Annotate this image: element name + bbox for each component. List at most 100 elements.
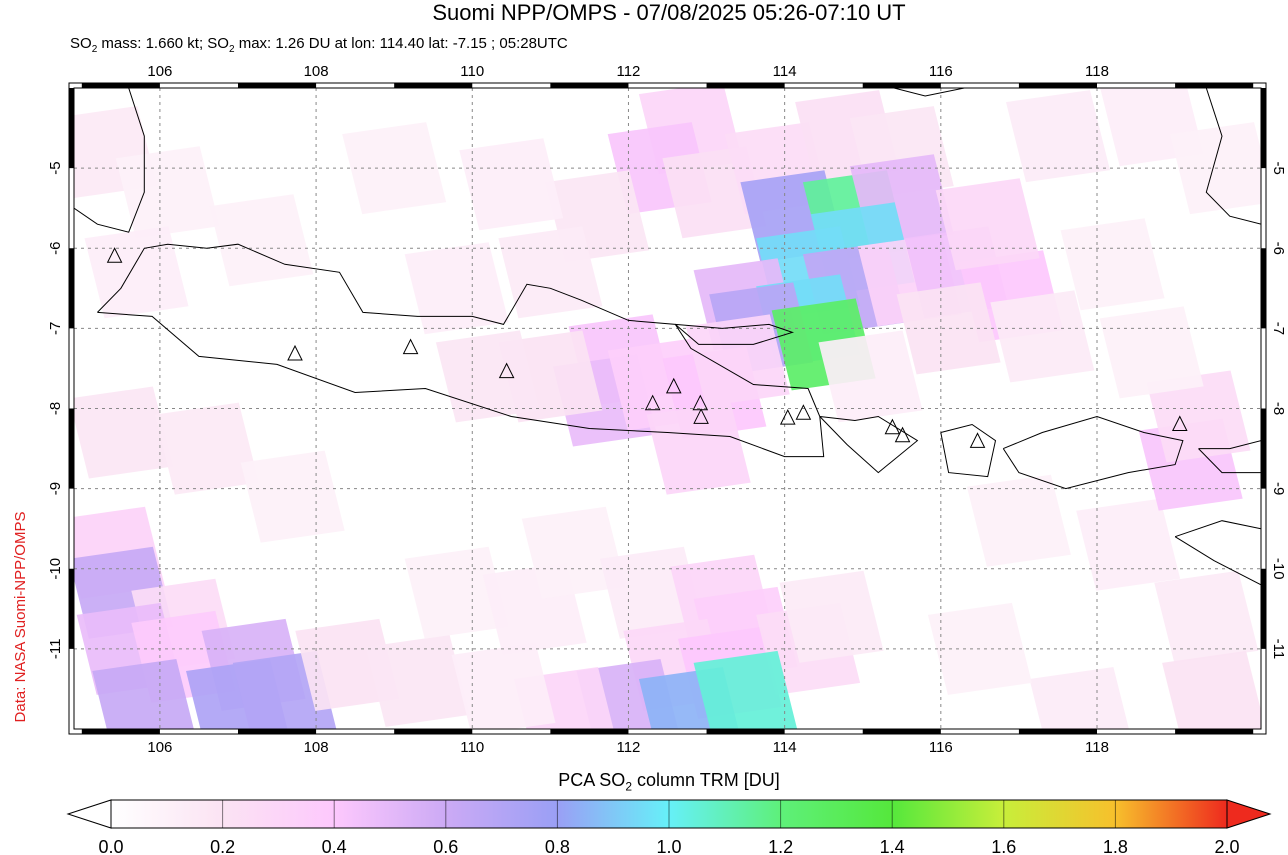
lat-tick-label-left: -11: [47, 639, 64, 660]
frame-segment: [1175, 83, 1254, 88]
so2-pixel: [154, 402, 259, 495]
so2-pixel: [685, 314, 790, 407]
frame-segment: [1175, 729, 1254, 734]
lat-tick-label-right: -7: [1270, 322, 1287, 335]
colorbar-under-arrow: [66, 799, 112, 829]
colorbar-title-post: column TRM [DU]: [632, 770, 780, 790]
frame-segment: [237, 83, 317, 88]
colorbar-tick-label: 1.0: [656, 837, 681, 855]
frame-segment: [1261, 568, 1266, 649]
frame-segment: [69, 568, 74, 649]
lat-tick-label-right: -10: [1270, 558, 1287, 580]
lon-tick-label-bottom: 114: [773, 739, 797, 756]
volcano-marker: [106, 247, 123, 263]
volcano-marker: [969, 432, 986, 448]
graticule: [74, 88, 1261, 729]
so2-pixel: [404, 546, 509, 639]
colorbar-tick-label: 2.0: [1214, 837, 1239, 855]
plot-title: Suomi NPP/OMPS - 07/08/2025 05:26-07:10 …: [432, 0, 906, 25]
so2-pixel: [1099, 306, 1204, 399]
map-frame: [68, 82, 1267, 735]
frame-segment: [550, 83, 629, 88]
colorbar-tick-label: 0.6: [433, 837, 458, 855]
lat-tick-label-left: -9: [47, 482, 64, 495]
lon-tick-label-bottom: 110: [460, 739, 484, 756]
frame-segment: [1261, 88, 1266, 169]
so2-pixel: [966, 474, 1071, 567]
colorbar-tick-label: 0.4: [322, 837, 347, 855]
so2-pixel: [365, 634, 470, 727]
frame-segment: [394, 729, 473, 734]
so2-pixel: [92, 659, 194, 729]
bali-coastline: [819, 415, 919, 474]
so2-pixel: [1060, 218, 1165, 311]
so2-pixel: [1029, 667, 1129, 729]
so2-pixel: [818, 330, 923, 423]
so2-pixel: [646, 402, 751, 495]
colorbar-over-arrow: [1226, 799, 1272, 829]
colorbar: 0.0 0.2 0.4 0.6 0.8 1.0 1.2 1.4 1.6 1.8 2.0: [66, 799, 1272, 855]
so2-pixel: [1146, 370, 1251, 463]
colorbar-title: PCA SO2 column TRM [DU]: [0, 769, 1288, 798]
frame-segment: [1018, 729, 1098, 734]
so2-pixel: [1162, 650, 1261, 729]
frame-segment: [1261, 408, 1266, 489]
subtitle-sub-1: 2: [91, 44, 98, 55]
volcano-marker: [498, 362, 515, 379]
lon-tick-label-bottom: 108: [304, 739, 329, 756]
colorbar-tick-label: 1.2: [768, 837, 793, 855]
volcano-markers: [106, 247, 1188, 448]
frame-segment: [69, 248, 74, 329]
colorbar-tick-label: 1.6: [991, 837, 1016, 855]
frame-segment: [706, 729, 785, 734]
volcano-marker: [644, 394, 661, 411]
so2-pixel: [459, 138, 564, 231]
lat-tick-label-left: -6: [47, 242, 64, 255]
so2-pixel: [342, 122, 447, 215]
volcano-marker: [894, 426, 911, 443]
volcano-marker: [1171, 415, 1188, 432]
lon-tick-label-top: 110: [460, 63, 484, 80]
so2-pixel: [498, 226, 603, 319]
lat-tick-label-right: -9: [1270, 482, 1287, 495]
lat-tick-label-right: -8: [1270, 402, 1287, 415]
lon-tick-label-bottom: 116: [929, 739, 953, 756]
volcano-marker: [693, 408, 709, 424]
volcano-marker: [402, 338, 419, 355]
so2-pixel: [115, 146, 220, 239]
lat-tick-label-left: -10: [47, 558, 64, 580]
frame-segment: [81, 83, 160, 88]
sumbawa-coastline: [1002, 415, 1184, 490]
lon-tick-label-bottom: 106: [147, 739, 172, 756]
volcano-marker: [287, 344, 303, 361]
lon-tick-label-bottom: 118: [1085, 739, 1109, 756]
flores-coastline: [1198, 440, 1261, 474]
lon-tick-label-top: 106: [147, 63, 172, 80]
so2-pixel: [209, 194, 314, 287]
colorbar-title-sub: 2: [625, 779, 632, 794]
so2-pixel: [896, 282, 1001, 375]
colorbar-ticks: 0.0 0.2 0.4 0.6 0.8 1.0 1.2 1.4 1.6 1.8 2.0: [98, 800, 1240, 855]
so2-pixel: [435, 330, 540, 423]
lon-tick-label-top: 108: [304, 63, 329, 80]
lon-tick-label-bottom: 112: [616, 739, 640, 756]
plot-subtitle: SO2 mass: 1.660 kt; SO2 max: 1.26 DU at …: [70, 35, 568, 59]
lon-tick-label-top: 114: [773, 63, 797, 80]
so2-pixel: [521, 506, 626, 599]
lon-tick-label-top: 118: [1085, 63, 1109, 80]
lat-tick-label-right: -11: [1270, 639, 1287, 660]
volcano-marker: [884, 418, 901, 435]
frame-segment: [69, 408, 74, 489]
so2-pixel: [240, 450, 345, 543]
subtitle-text-2: mass: 1.660 kt; SO: [97, 35, 229, 52]
lombok-coastline: [940, 423, 997, 478]
frame-segment: [81, 729, 160, 734]
colorbar-tick-label: 0.2: [210, 837, 235, 855]
colorbar-title-pre: PCA SO: [558, 770, 626, 790]
frame-segment: [550, 729, 629, 734]
so2-pixel: [1006, 90, 1110, 183]
frame-segment: [69, 88, 74, 169]
so2-pixel: [1076, 498, 1181, 591]
frame-segment: [1261, 248, 1266, 329]
frame-segment: [706, 83, 785, 88]
